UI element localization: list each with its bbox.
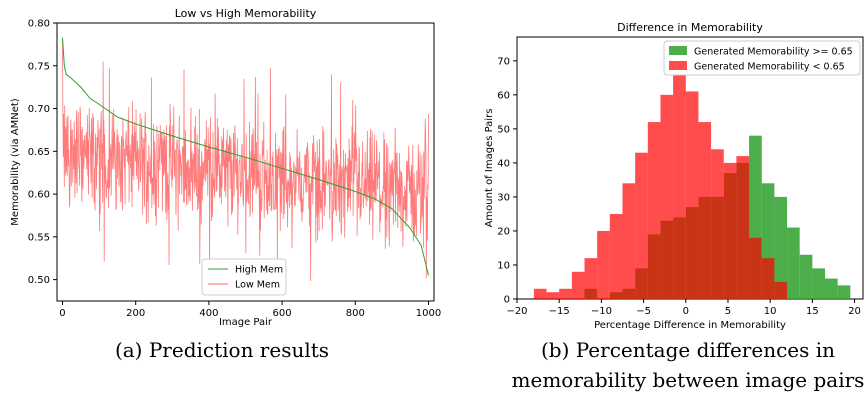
x-tick-label-a: 1000: [416, 308, 441, 319]
y-tick-label-b: 10: [497, 260, 510, 271]
line-high-mem: [61, 37, 429, 276]
x-tick-label-b: −15: [549, 306, 570, 317]
x-tick-label-a: 800: [346, 308, 365, 319]
x-tick-label-b: 20: [848, 306, 861, 317]
bar-red: [673, 67, 686, 299]
bar-red: [660, 94, 674, 300]
legend-label-low-mem: Low Mem: [235, 280, 280, 291]
legend-label-high-mem: High Mem: [235, 265, 283, 276]
bar-red: [571, 271, 585, 299]
y-tick-label-a: 0.55: [28, 232, 50, 243]
y-tick-label-b: 20: [497, 226, 510, 237]
x-tick-label-b: 15: [806, 306, 819, 317]
x-tick-label-a: 200: [126, 308, 145, 319]
x-tick-label-b: −10: [591, 306, 612, 317]
y-tick-label-b: 0: [504, 295, 510, 306]
caption-a: (a) Prediction results: [115, 338, 329, 362]
bar-green: [787, 227, 800, 299]
x-tick-label-b: 0: [683, 306, 689, 317]
bar-green: [837, 285, 851, 299]
legend-swatch-green: [669, 46, 687, 55]
y-tick-label-b: 50: [497, 124, 510, 135]
bar-green: [774, 196, 788, 299]
ticks-group-b: −20 −15 −10 −5 0 5 10 15 20 0 10 20 30 40 50 60 70: [497, 56, 861, 317]
y-tick-label-a: 0.65: [28, 147, 50, 158]
chart-difference: Difference in Memorability −20 −15 −10 −5 0 5…: [484, 21, 864, 331]
x-tick-label-b: −5: [636, 306, 651, 317]
xlabel-b: Percentage Difference in Memorability: [594, 320, 786, 331]
legend-label-green: Generated Memorability >= 0.65: [694, 47, 853, 58]
bar-red: [609, 213, 623, 299]
bar-red: [622, 183, 636, 299]
y-tick-label-b: 30: [497, 192, 510, 203]
ylabel-b: Amount of Images Pairs: [484, 109, 495, 228]
y-tick-label-a: 0.75: [28, 61, 50, 72]
y-tick-label-b: 70: [497, 56, 510, 67]
bar-red: [761, 258, 775, 299]
legend-a: High Mem Low Mem: [201, 258, 287, 296]
bar-red: [635, 152, 648, 299]
bar-red: [647, 122, 661, 299]
x-tick-label-a: 400: [199, 308, 218, 319]
bar-red: [736, 156, 750, 299]
bar-red: [546, 292, 560, 299]
bar-red: [685, 91, 699, 299]
bar-green: [812, 268, 826, 299]
y-tick-label-a: 0.70: [28, 104, 50, 115]
line-low-mem: [62, 40, 429, 281]
bar-red: [774, 281, 788, 299]
bar-red: [711, 149, 724, 299]
bar-red: [749, 237, 762, 299]
bar-green: [799, 254, 813, 299]
y-tick-label-b: 40: [497, 158, 510, 169]
bar-red: [723, 162, 737, 299]
bar-green: [825, 278, 838, 299]
legend-box-b: [663, 40, 861, 76]
caption-b-line1: (b) Percentage differences in: [541, 338, 835, 362]
bar-red: [533, 288, 547, 299]
x-tick-label-a: 600: [273, 308, 292, 319]
y-tick-label-b: 60: [497, 90, 510, 101]
caption-b-line2: memorability between image pairs: [512, 368, 865, 392]
legend-b: Generated Memorability >= 0.65 Generated…: [663, 40, 861, 76]
bar-red: [597, 230, 610, 299]
legend-label-red: Generated Memorability < 0.65: [694, 62, 845, 73]
title-a: Low vs High Memorability: [175, 7, 317, 20]
title-b: Difference in Memorability: [617, 21, 763, 34]
y-tick-label-a: 0.60: [28, 190, 50, 201]
ticks-group-a: 0 200 400 600 800 1000 0.50 0.55 0.60 0.65 0.70 0.7…: [28, 19, 442, 320]
chart-low-vs-high: Low vs High Memorability 0 200 400 600 800 10…: [10, 7, 441, 328]
y-tick-label-a: 0.50: [28, 275, 50, 286]
legend-swatch-red: [669, 61, 687, 70]
x-tick-label-b: −20: [506, 306, 527, 317]
bar-red: [584, 258, 598, 299]
bar-red: [559, 288, 572, 299]
histogram-bars: [533, 67, 851, 300]
x-tick-label-b: 5: [725, 306, 731, 317]
y-tick-label-a: 0.80: [28, 19, 50, 30]
bar-red: [698, 122, 712, 299]
legend-box-a: [201, 258, 287, 296]
series-group-a: [61, 37, 429, 281]
xlabel-a: Image Pair: [219, 317, 273, 328]
ylabel-a: Memorability (via AMNet): [10, 98, 21, 226]
x-tick-label-a: 0: [59, 308, 65, 319]
x-tick-label-b: 10: [764, 306, 777, 317]
